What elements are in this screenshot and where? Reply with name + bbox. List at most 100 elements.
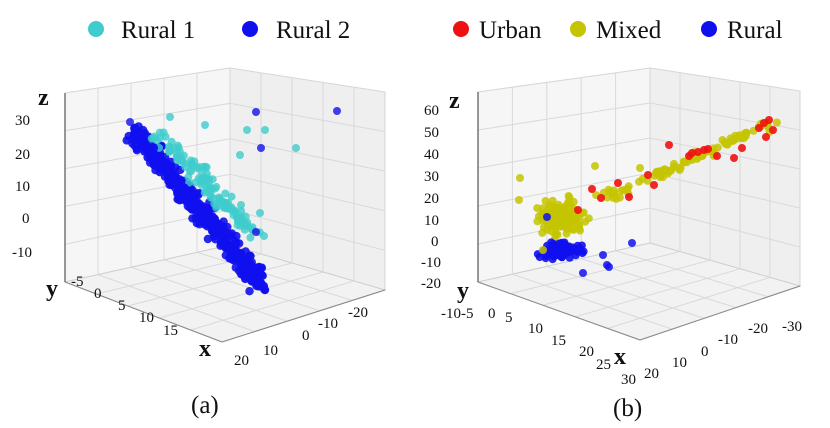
point-rural-1 (239, 218, 248, 227)
grid-line (649, 172, 801, 209)
z-ticks-a: 30 20 10 0 -10 (12, 113, 32, 261)
point-rural-1 (227, 192, 236, 201)
point-mixed (584, 214, 593, 223)
scatter-points-a (122, 107, 341, 296)
point-rural-2 (219, 217, 228, 226)
y-axis-line-a (64, 281, 223, 343)
point-urban (765, 116, 773, 124)
point-rural-1 (175, 147, 184, 156)
y-tick: 10 (672, 355, 687, 371)
point-urban (588, 185, 596, 193)
legend-swatch-rural-1 (88, 21, 104, 37)
legend-a: Rural 1 Rural 2 (88, 17, 350, 44)
point-mixed (552, 214, 561, 223)
point-mixed (591, 162, 599, 170)
x-tick: 20 (579, 344, 594, 360)
y-tick: -30 (782, 319, 802, 335)
point-rural-2 (206, 217, 216, 227)
point-rural-2 (260, 285, 270, 295)
z-tick: -20 (421, 276, 441, 292)
grid-line (159, 271, 324, 319)
point-urban (762, 133, 770, 141)
x-ticks-a: 20 15 10 5 0 -5 (71, 274, 249, 369)
point-rural-2 (252, 108, 260, 116)
point-rural-2 (140, 129, 150, 138)
point-rural-1 (260, 232, 268, 240)
point-rural (571, 251, 580, 260)
point-mixed (738, 133, 747, 142)
scatter-points-b (515, 116, 781, 277)
grid-line (190, 280, 355, 331)
z-tick: 30 (15, 113, 30, 129)
point-mixed (693, 154, 701, 163)
point-mixed (550, 208, 559, 217)
point-rural-2 (134, 132, 143, 142)
z-tick: 50 (424, 125, 439, 141)
x-axis-line-b (639, 285, 801, 341)
point-mixed (533, 204, 542, 213)
point-mixed (538, 228, 547, 237)
point-rural-1 (193, 162, 202, 171)
point-rural (556, 246, 565, 255)
x-tick: 5 (118, 298, 126, 314)
point-urban (688, 149, 696, 157)
point-mixed (533, 217, 542, 226)
z-axis-label-b: z (449, 88, 460, 114)
point-rural (535, 253, 544, 262)
point-mixed (561, 211, 570, 220)
z-tick: -10 (12, 245, 32, 261)
grid-lines-a (64, 72, 386, 333)
point-mixed (617, 186, 626, 195)
x-tick: 0 (488, 306, 496, 322)
point-mixed (680, 158, 689, 167)
y-ticks-b: 20 10 0 -10 -20 -30 (644, 319, 802, 382)
z-tick: 10 (424, 213, 439, 229)
point-rural-1 (187, 160, 196, 169)
x-tick: 20 (234, 353, 249, 369)
legend-label-rural: Rural (727, 17, 783, 44)
point-rural-1 (256, 209, 264, 217)
point-rural-2 (232, 231, 241, 241)
point-rural-1 (165, 142, 174, 151)
point-rural-1 (292, 144, 300, 152)
grid-line (510, 251, 681, 295)
point-rural-2 (181, 196, 191, 206)
z-tick: -10 (421, 255, 441, 271)
point-rural-1 (210, 184, 219, 193)
point-rural-2 (257, 144, 265, 152)
grid-line (163, 259, 320, 312)
point-rural-2 (178, 177, 187, 186)
point-rural-1 (159, 128, 168, 137)
point-rural-2 (245, 287, 254, 296)
x-tick: 10 (528, 321, 543, 337)
grid-line (512, 273, 673, 330)
point-urban (614, 179, 622, 187)
point-mixed (564, 192, 573, 200)
point-mixed (636, 164, 644, 172)
point-rural-2 (216, 232, 225, 242)
z-axis-label-a: z (38, 85, 49, 111)
x-tick: 15 (163, 323, 178, 339)
point-urban (625, 193, 633, 201)
point-rural-1 (153, 136, 162, 145)
x-axis-label-b: x (614, 344, 626, 370)
legend-label-mixed: Mixed (596, 17, 662, 44)
point-mixed (723, 140, 732, 149)
point-rural-2 (180, 187, 189, 196)
grid-line (229, 173, 386, 212)
grid-line (64, 102, 231, 132)
point-rural-1 (202, 169, 211, 178)
point-rural-1 (196, 177, 205, 186)
point-urban (650, 181, 658, 189)
point-urban (574, 206, 582, 214)
point-rural-1 (246, 233, 255, 242)
grid-line (615, 250, 769, 298)
point-mixed (556, 222, 565, 231)
point-urban (597, 194, 605, 202)
point-rural-2 (208, 227, 217, 236)
point-urban (738, 144, 746, 152)
panel-b: Urban Mixed Rural 60 50 40 30 20 10 0 -1… (421, 17, 802, 422)
z-tick: 0 (431, 234, 439, 250)
point-urban (769, 126, 777, 134)
grid-line (607, 276, 771, 329)
